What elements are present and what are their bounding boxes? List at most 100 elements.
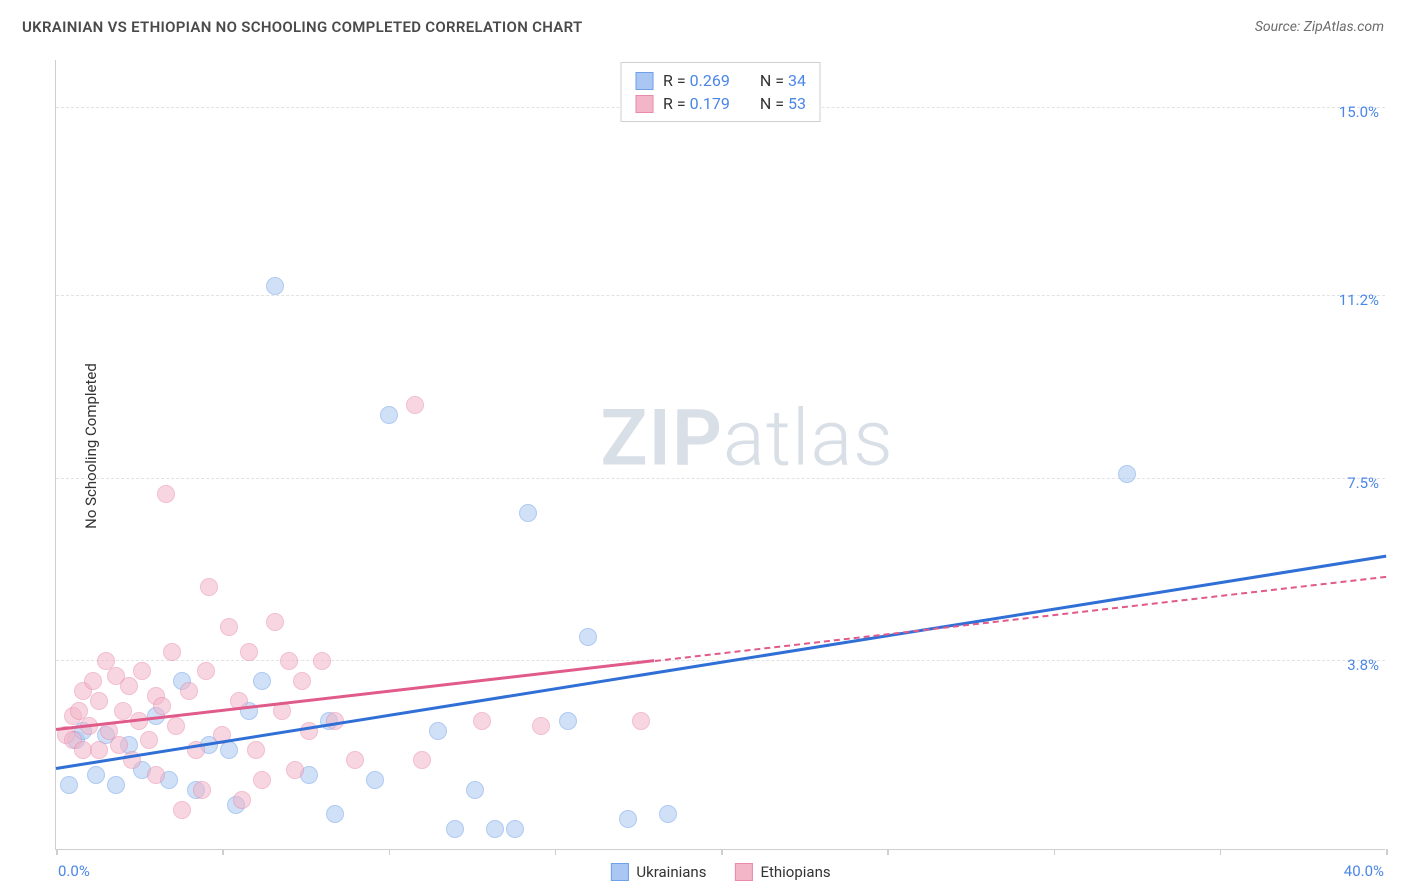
data-point: [247, 741, 265, 759]
y-tick-label: 15.0%: [1339, 103, 1379, 121]
data-point: [366, 771, 384, 789]
data-point: [346, 751, 364, 769]
data-point: [74, 741, 92, 759]
data-point: [659, 805, 677, 823]
source-attribution: Source: ZipAtlas.com: [1255, 19, 1384, 35]
data-point: [579, 628, 597, 646]
legend-swatch-ethiopians: [734, 863, 752, 881]
legend-row-ethiopians: R =0.179 N =53: [635, 92, 806, 115]
watermark: ZIPatlas: [600, 393, 893, 484]
data-point: [233, 791, 251, 809]
data-point: [84, 672, 102, 690]
data-point: [60, 776, 78, 794]
x-tick: [1386, 849, 1388, 855]
data-point: [200, 578, 218, 596]
data-point: [619, 810, 637, 828]
data-point: [486, 820, 504, 838]
r-value-ethiopians: 0.179: [690, 94, 730, 113]
legend-item-ethiopians: Ethiopians: [734, 863, 830, 881]
r-label: R =0.179: [663, 94, 730, 113]
data-point: [519, 504, 537, 522]
legend-swatch-ukrainians: [610, 863, 628, 881]
data-point: [180, 682, 198, 700]
x-axis-min-label: 0.0%: [58, 862, 90, 880]
legend-swatch-ethiopians: [635, 95, 653, 113]
data-point: [473, 712, 491, 730]
legend-row-ukrainians: R =0.269 N =34: [635, 69, 806, 92]
legend-label-ukrainians: Ukrainians: [636, 863, 706, 881]
data-point: [114, 702, 132, 720]
n-value-ethiopians: 53: [788, 94, 806, 113]
chart-title: UKRAINIAN VS ETHIOPIAN NO SCHOOLING COMP…: [22, 18, 582, 36]
x-tick: [555, 849, 557, 855]
data-point: [446, 820, 464, 838]
series-legend: Ukrainians Ethiopians: [610, 863, 830, 881]
chart-header: UKRAINIAN VS ETHIOPIAN NO SCHOOLING COMP…: [22, 18, 1384, 36]
data-point: [286, 761, 304, 779]
x-axis-max-label: 40.0%: [1344, 862, 1384, 880]
data-point: [147, 766, 165, 784]
x-tick: [389, 849, 391, 855]
data-point: [506, 820, 524, 838]
data-point: [326, 805, 344, 823]
watermark-bold: ZIP: [600, 393, 723, 484]
data-point: [197, 662, 215, 680]
x-tick: [222, 849, 224, 855]
x-tick: [1220, 849, 1222, 855]
data-point: [253, 672, 271, 690]
y-tick-label: 3.8%: [1347, 656, 1379, 674]
n-label: N =34: [760, 71, 806, 90]
data-point: [140, 731, 158, 749]
data-point: [163, 643, 181, 661]
data-point: [153, 697, 171, 715]
data-point: [429, 722, 447, 740]
data-point: [220, 618, 238, 636]
y-tick-label: 7.5%: [1347, 474, 1379, 492]
data-point: [193, 781, 211, 799]
data-point: [266, 613, 284, 631]
data-point: [133, 662, 151, 680]
x-tick: [1054, 849, 1056, 855]
trendline: [56, 555, 1386, 770]
data-point: [110, 736, 128, 754]
gridline: [56, 295, 1385, 296]
data-point: [253, 771, 271, 789]
legend-label-ethiopians: Ethiopians: [760, 863, 830, 881]
data-point: [240, 643, 258, 661]
legend-swatch-ukrainians: [635, 72, 653, 90]
y-tick-label: 11.2%: [1339, 291, 1379, 309]
n-value-ukrainians: 34: [788, 71, 806, 90]
data-point: [167, 717, 185, 735]
data-point: [87, 766, 105, 784]
legend-item-ukrainians: Ukrainians: [610, 863, 706, 881]
data-point: [120, 677, 138, 695]
data-point: [107, 776, 125, 794]
plot-area: ZIPatlas R =0.269 N =34 R =0.179 N =53 U…: [55, 60, 1385, 850]
gridline: [56, 478, 1385, 479]
data-point: [532, 717, 550, 735]
data-point: [380, 406, 398, 424]
data-point: [632, 712, 650, 730]
x-tick: [721, 849, 723, 855]
data-point: [157, 485, 175, 503]
data-point: [173, 801, 191, 819]
data-point: [313, 652, 331, 670]
data-point: [266, 277, 284, 295]
data-point: [559, 712, 577, 730]
data-point: [413, 751, 431, 769]
data-point: [293, 672, 311, 690]
data-point: [90, 692, 108, 710]
x-tick: [887, 849, 889, 855]
x-tick: [56, 849, 58, 855]
trendline: [654, 575, 1386, 661]
data-point: [406, 396, 424, 414]
data-point: [280, 652, 298, 670]
r-value-ukrainians: 0.269: [690, 71, 730, 90]
watermark-light: atlas: [723, 393, 894, 484]
r-label: R =0.269: [663, 71, 730, 90]
correlation-legend: R =0.269 N =34 R =0.179 N =53: [620, 62, 821, 122]
data-point: [1118, 465, 1136, 483]
n-label: N =53: [760, 94, 806, 113]
data-point: [90, 741, 108, 759]
data-point: [466, 781, 484, 799]
